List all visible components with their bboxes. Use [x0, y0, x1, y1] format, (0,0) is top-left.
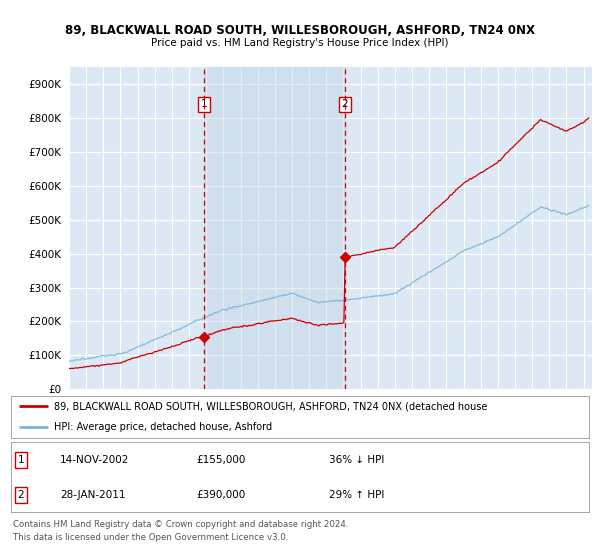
Text: £155,000: £155,000: [196, 455, 245, 465]
Text: 28-JAN-2011: 28-JAN-2011: [60, 490, 125, 500]
Text: 29% ↑ HPI: 29% ↑ HPI: [329, 490, 384, 500]
Text: 1: 1: [18, 455, 25, 465]
Text: HPI: Average price, detached house, Ashford: HPI: Average price, detached house, Ashf…: [54, 422, 272, 432]
Text: Price paid vs. HM Land Registry's House Price Index (HPI): Price paid vs. HM Land Registry's House …: [151, 38, 449, 48]
Text: Contains HM Land Registry data © Crown copyright and database right 2024.: Contains HM Land Registry data © Crown c…: [13, 520, 349, 529]
Text: £390,000: £390,000: [196, 490, 245, 500]
Bar: [204, 67, 344, 389]
Text: This data is licensed under the Open Government Licence v3.0.: This data is licensed under the Open Gov…: [13, 533, 289, 542]
Text: 89, BLACKWALL ROAD SOUTH, WILLESBOROUGH, ASHFORD, TN24 0NX (detached house: 89, BLACKWALL ROAD SOUTH, WILLESBOROUGH,…: [54, 402, 488, 412]
Text: 89, BLACKWALL ROAD SOUTH, WILLESBOROUGH, ASHFORD, TN24 0NX: 89, BLACKWALL ROAD SOUTH, WILLESBOROUGH,…: [65, 24, 535, 36]
Text: 36% ↓ HPI: 36% ↓ HPI: [329, 455, 384, 465]
Text: 14-NOV-2002: 14-NOV-2002: [60, 455, 130, 465]
Text: 1: 1: [200, 100, 208, 110]
Text: 2: 2: [18, 490, 25, 500]
Text: 2: 2: [341, 100, 348, 110]
